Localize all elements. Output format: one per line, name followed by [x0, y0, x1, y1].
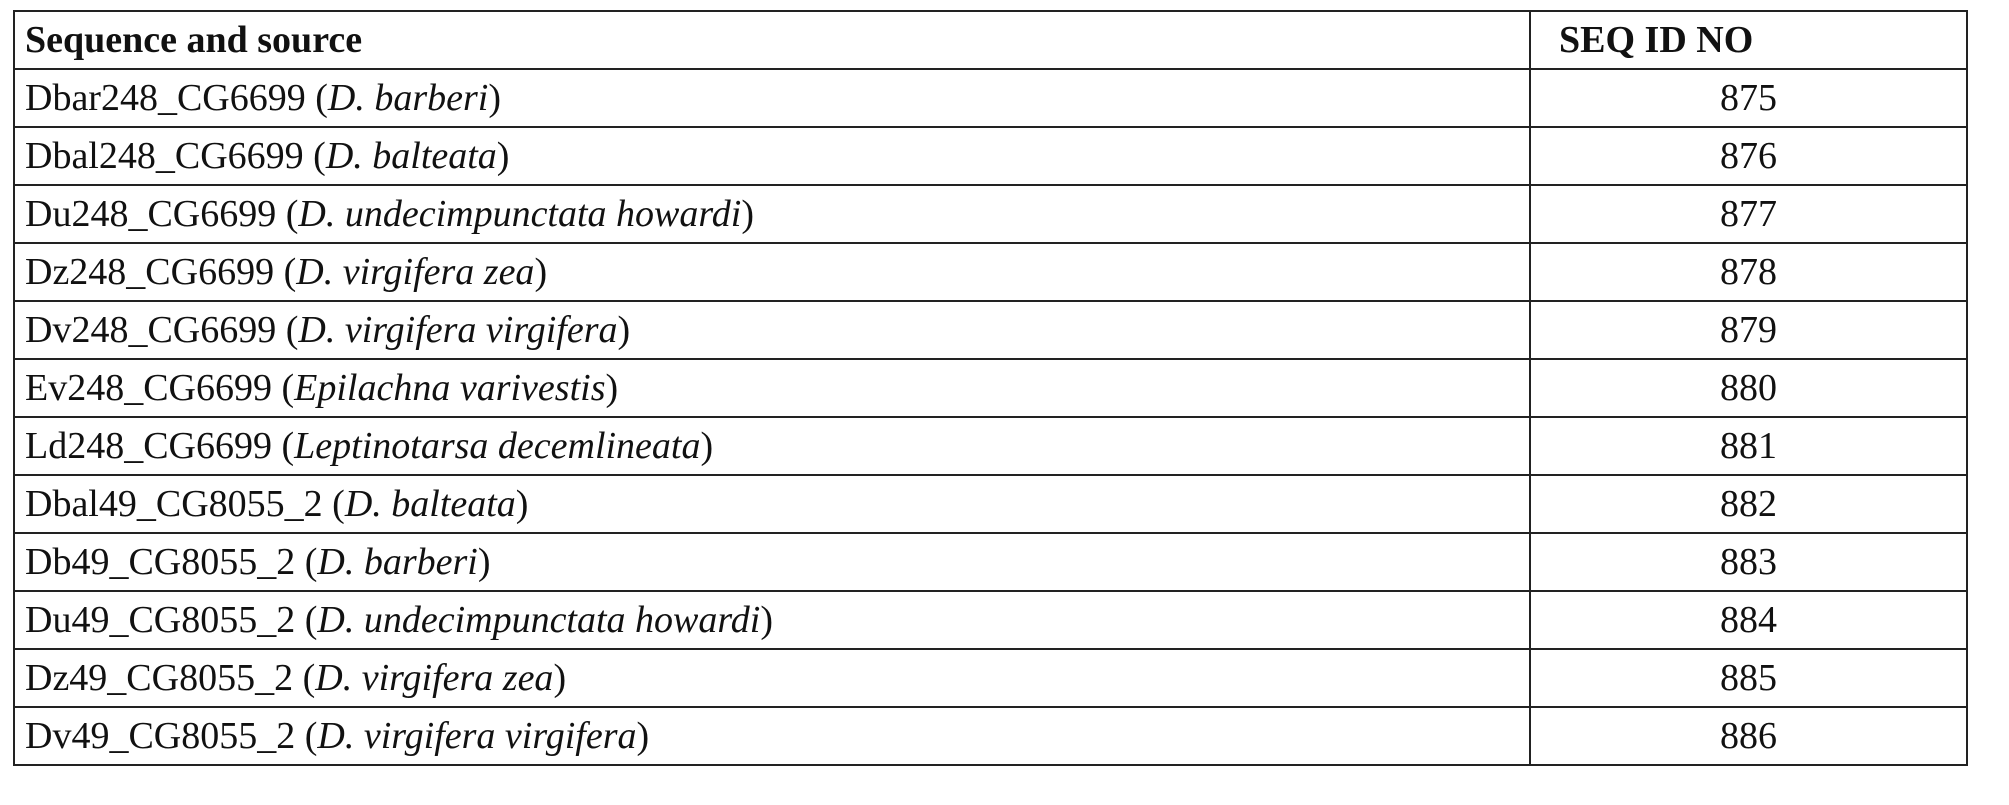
seq-id-cell: 877	[1530, 185, 1967, 243]
seq-id-cell: 881	[1530, 417, 1967, 475]
sequence-source-cell: Du49_CG8055_2 (D. undecimpunctata howard…	[14, 591, 1530, 649]
header-seq-id: SEQ ID NO	[1530, 11, 1967, 69]
species-name: D. barberi	[328, 77, 488, 119]
species-name: D. virgifera zea	[315, 657, 553, 699]
species-name: D. balteata	[326, 135, 497, 177]
seq-id-cell: 879	[1530, 301, 1967, 359]
table-row: Dz248_CG6699 (D. virgifera zea)878	[14, 243, 1967, 301]
sequence-name: Du248_CG6699	[25, 193, 276, 235]
table-row: Db49_CG8055_2 (D. barberi)883	[14, 533, 1967, 591]
species-name: D. virgifera virgifera	[298, 309, 617, 351]
table-row: Dv248_CG6699 (D. virgifera virgifera)879	[14, 301, 1967, 359]
sequence-source-cell: Du248_CG6699 (D. undecimpunctata howardi…	[14, 185, 1530, 243]
species-name: D. undecimpunctata howardi	[298, 193, 741, 235]
sequence-name: Dz248_CG6699	[25, 251, 274, 293]
table-row: Du49_CG8055_2 (D. undecimpunctata howard…	[14, 591, 1967, 649]
seq-id-cell: 885	[1530, 649, 1967, 707]
seq-id-cell: 886	[1530, 707, 1967, 765]
sequence-source-cell: Ev248_CG6699 (Epilachna varivestis)	[14, 359, 1530, 417]
sequence-name: Du49_CG8055_2	[25, 599, 295, 641]
header-row: Sequence and source SEQ ID NO	[14, 11, 1967, 69]
sequence-name: Dz49_CG8055_2	[25, 657, 293, 699]
sequence-source-cell: Ld248_CG6699 (Leptinotarsa decemlineata)	[14, 417, 1530, 475]
seq-id-cell: 883	[1530, 533, 1967, 591]
seq-id-cell: 882	[1530, 475, 1967, 533]
seq-id-cell: 875	[1530, 69, 1967, 127]
table-row: Ev248_CG6699 (Epilachna varivestis)880	[14, 359, 1967, 417]
sequence-source-cell: Db49_CG8055_2 (D. barberi)	[14, 533, 1530, 591]
species-name: D. undecimpunctata howardi	[317, 599, 760, 641]
sequence-name: Dbal49_CG8055_2	[25, 483, 323, 525]
species-name: D. virgifera virgifera	[317, 715, 636, 757]
sequence-source-cell: Dbal49_CG8055_2 (D. balteata)	[14, 475, 1530, 533]
seq-id-cell: 880	[1530, 359, 1967, 417]
table-row: Dbal49_CG8055_2 (D. balteata)882	[14, 475, 1967, 533]
seq-id-cell: 884	[1530, 591, 1967, 649]
sequence-name: Ld248_CG6699	[25, 425, 272, 467]
sequence-name: Dv49_CG8055_2	[25, 715, 295, 757]
table-row: Ld248_CG6699 (Leptinotarsa decemlineata)…	[14, 417, 1967, 475]
sequence-name: Dv248_CG6699	[25, 309, 276, 351]
table-row: Dbal248_CG6699 (D. balteata)876	[14, 127, 1967, 185]
sequence-name: Db49_CG8055_2	[25, 541, 295, 583]
sequence-source-cell: Dz49_CG8055_2 (D. virgifera zea)	[14, 649, 1530, 707]
species-name: Leptinotarsa decemlineata	[294, 425, 700, 467]
table-row: Dz49_CG8055_2 (D. virgifera zea)885	[14, 649, 1967, 707]
species-name: Epilachna varivestis	[294, 367, 605, 409]
table-row: Du248_CG6699 (D. undecimpunctata howardi…	[14, 185, 1967, 243]
sequence-source-cell: Dz248_CG6699 (D. virgifera zea)	[14, 243, 1530, 301]
table-row: Dbar248_CG6699 (D. barberi)875	[14, 69, 1967, 127]
seq-id-cell: 876	[1530, 127, 1967, 185]
seq-id-cell: 878	[1530, 243, 1967, 301]
header-sequence-source: Sequence and source	[14, 11, 1530, 69]
species-name: D. balteata	[345, 483, 516, 525]
species-name: D. virgifera zea	[296, 251, 534, 293]
table-row: Dv49_CG8055_2 (D. virgifera virgifera)88…	[14, 707, 1967, 765]
sequence-name: Dbar248_CG6699	[25, 77, 306, 119]
sequence-source-cell: Dbar248_CG6699 (D. barberi)	[14, 69, 1530, 127]
sequence-source-cell: Dv49_CG8055_2 (D. virgifera virgifera)	[14, 707, 1530, 765]
sequence-source-cell: Dbal248_CG6699 (D. balteata)	[14, 127, 1530, 185]
sequence-name: Dbal248_CG6699	[25, 135, 304, 177]
sequence-name: Ev248_CG6699	[25, 367, 272, 409]
species-name: D. barberi	[317, 541, 477, 583]
sequence-source-cell: Dv248_CG6699 (D. virgifera virgifera)	[14, 301, 1530, 359]
sequence-table: Sequence and source SEQ ID NO Dbar248_CG…	[13, 10, 1968, 766]
